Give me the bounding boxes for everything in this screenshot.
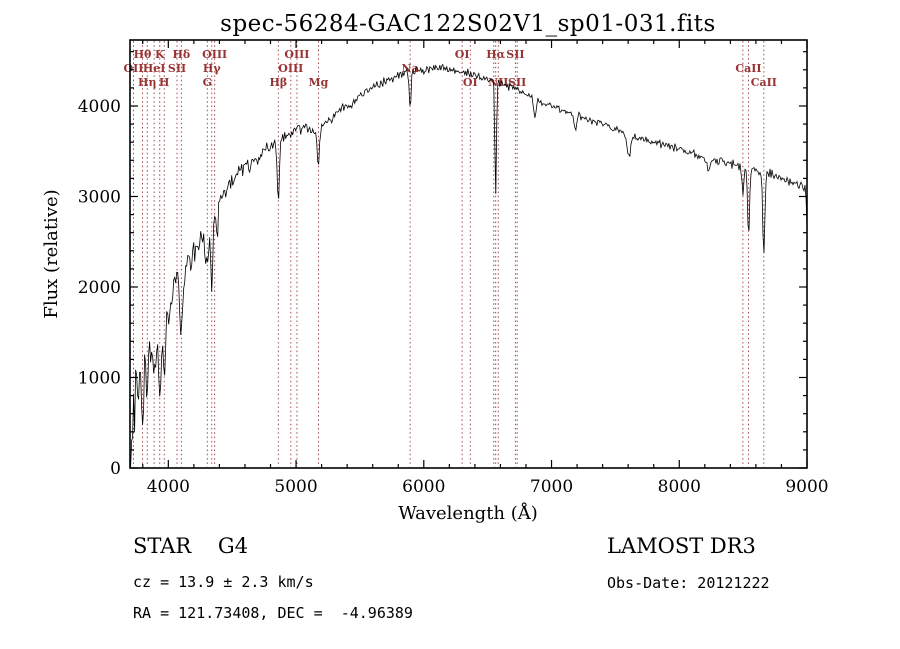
x-axis-label: Wavelength (Å) [398,502,538,524]
spectral-line-markers: OIIHθHηHeIKHSIIHδGHγOIIIHβOIIIOIIIMgNaOI… [124,41,777,467]
spectral-line-label: Hδ [172,48,190,61]
spectral-line-label: Hη [138,76,156,89]
spectral-line-label: Mg [308,76,328,89]
y-axis-label: Flux (relative) [41,189,62,318]
object-class-text: STAR G4 [133,534,249,558]
x-tick-label: 7000 [530,477,573,497]
plot-border [129,39,808,469]
spectral-line-label: SII [508,76,526,89]
x-tick-label: 4000 [147,477,190,497]
survey-release-text: LAMOST DR3 [607,534,756,558]
y-tick-label: 2000 [78,278,121,298]
spectral-line-label: K [155,48,165,61]
spectral-line-label: G [203,76,212,89]
spectral-line-label: OI [455,48,470,61]
spectral-line-label: Hθ [134,48,152,61]
spectral-line-label: H [159,76,169,89]
spectral-line-label: HeI [143,62,166,75]
spectral-line-label: SII [506,48,524,61]
y-tick-label: 1000 [78,368,121,388]
x-tick-label: 9000 [785,477,828,497]
y-tick-label: 0 [110,459,121,479]
x-tick-label: 5000 [274,477,317,497]
spectral-line-label: SII [168,62,186,75]
spectral-line-label: OIII [278,62,303,75]
y-tick-label: 4000 [78,97,121,117]
x-tick-label: 6000 [402,477,445,497]
x-tick-label: 8000 [658,477,701,497]
spectral-line-label: OIII [284,48,309,61]
cz-velocity-text: cz = 13.9 ± 2.3 km/s [133,573,314,591]
spectral-line-label: OII [124,62,144,75]
spectral-line-label: OIII [202,48,227,61]
spectral-line-label: Hβ [269,76,287,89]
spectral-line-label: CaII [735,62,761,75]
tick-labels: 4000 5000 6000 7000 8000 9000 0 1000 2000 3000 400… [78,97,829,497]
obs-date-text: Obs-Date: 20121222 [607,574,770,592]
plot-title: spec-56284-GAC122S02V1_sp01-031.fits [220,11,716,37]
spectrum-line [130,63,808,468]
y-tick-label: 3000 [78,187,121,207]
spectral-line-label: Hγ [203,62,221,75]
spectral-line-label: Hα [486,48,505,61]
plot-frame-and-ticks [129,39,808,469]
spectral-line-label: CaII [751,76,777,89]
spectral-line-label: Na [402,62,419,75]
ra-dec-text: RA = 121.73408, DEC = -4.96389 [133,604,413,622]
spectral-line-label: OI [463,76,478,89]
spectrum-trace [130,63,808,468]
